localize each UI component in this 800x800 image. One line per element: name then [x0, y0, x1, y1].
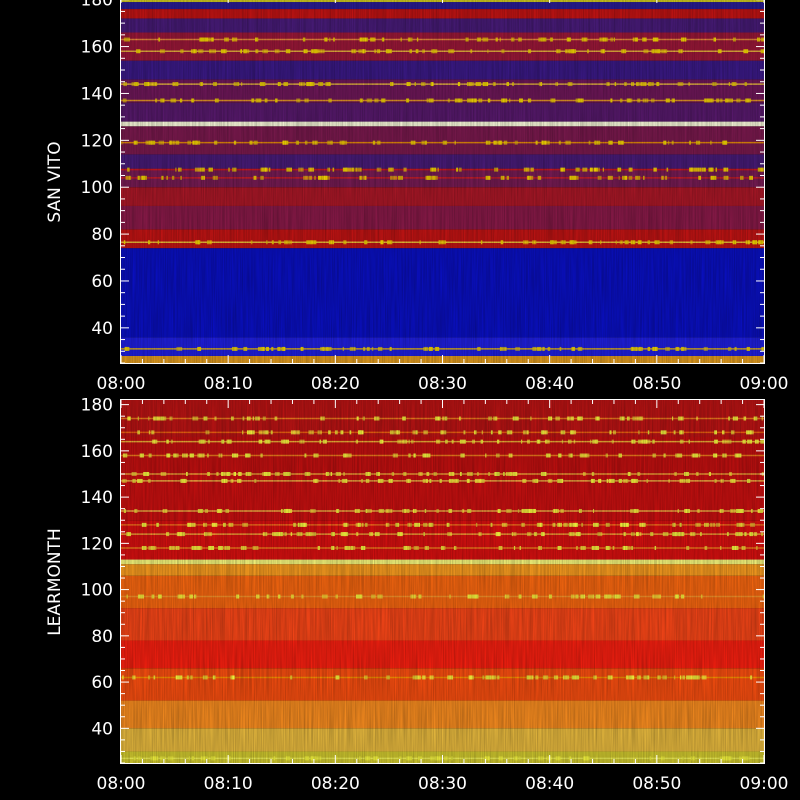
x-tick-label: 08:50 [632, 774, 681, 794]
axes-frame [120, 399, 765, 764]
x-tick-label: 08:40 [525, 774, 574, 794]
y-tick-label: 140 [81, 84, 113, 104]
axes-border [120, 399, 765, 764]
y-tick-label: 60 [91, 673, 113, 693]
y-tick-labels: 40 60 80 100 120 140 160 180 [81, 396, 113, 740]
y-tick-label: 160 [81, 442, 113, 462]
x-tick-label: 08:00 [97, 374, 146, 394]
x-tick-label: 09:00 [740, 774, 789, 794]
y-tick-label: 60 [91, 272, 113, 292]
tick-marks [120, 400, 765, 764]
x-tick-labels: 08:00 08:10 08:20 08:30 08:40 08:50 09:00 [97, 374, 789, 394]
axes-border [120, 0, 765, 364]
y-tick-labels: 40 60 80 100 120 140 160 180 [81, 0, 113, 339]
y-tick-label: 180 [81, 0, 113, 11]
spectrogram-image [121, 0, 764, 363]
x-tick-label: 08:50 [632, 374, 681, 394]
x-tick-labels: 08:00 08:10 08:20 08:30 08:40 08:50 09:00 [97, 774, 789, 794]
x-tick-label: 08:30 [418, 774, 467, 794]
x-tick-label: 08:40 [525, 374, 574, 394]
y-tick-label: 80 [91, 627, 113, 647]
y-tick-label: 120 [81, 534, 113, 554]
texture-overlay [121, 0, 764, 363]
y-tick-label: 40 [91, 319, 113, 339]
x-tick-label: 08:10 [204, 374, 253, 394]
x-tick-label: 08:20 [311, 774, 360, 794]
x-tick-label: 09:00 [740, 374, 789, 394]
texture-overlay [121, 400, 764, 763]
y-tick-label: 80 [91, 225, 113, 245]
x-tick-label: 08:30 [418, 374, 467, 394]
x-tick-label: 08:00 [97, 774, 146, 794]
x-tick-label: 08:20 [311, 374, 360, 394]
y-tick-label: 100 [81, 178, 113, 198]
y-tick-label: 100 [81, 581, 113, 601]
y-axis-label: SAN VITO [45, 141, 65, 222]
axes-frame [120, 0, 765, 364]
y-tick-label: 120 [81, 131, 113, 151]
y-tick-label: 160 [81, 38, 113, 58]
y-tick-label: 180 [81, 396, 113, 416]
tick-marks [120, 0, 765, 364]
y-axis-label: LEARMONTH [45, 528, 65, 636]
x-tick-label: 08:10 [204, 774, 253, 794]
y-tick-label: 140 [81, 488, 113, 508]
y-tick-label: 40 [91, 719, 113, 739]
spectrogram-image [121, 400, 764, 763]
